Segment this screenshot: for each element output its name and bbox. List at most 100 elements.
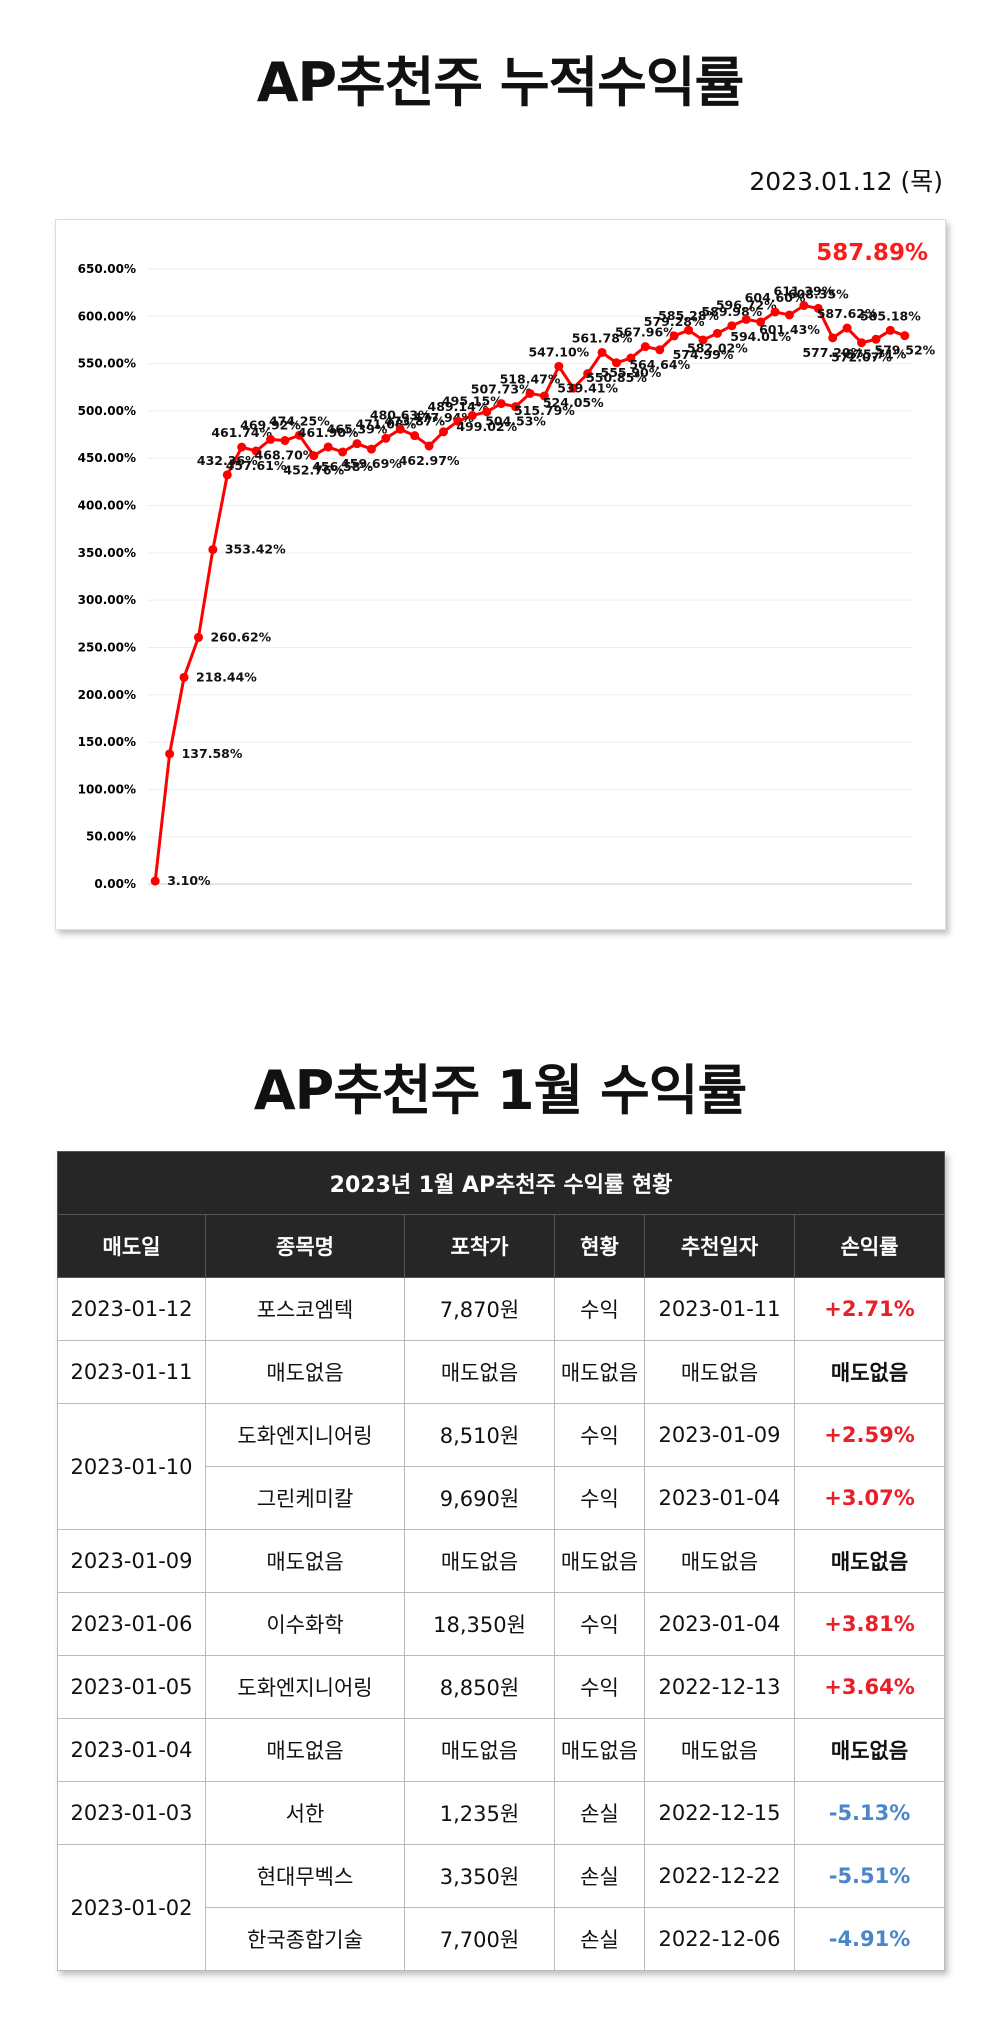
cell: 2022-12-22 [644, 1844, 795, 1908]
sell-date: 2023-01-03 [57, 1781, 206, 1845]
point [208, 545, 218, 555]
cell: 매도없음 [644, 1718, 795, 1782]
date: 2023.01.12 (목) [749, 167, 943, 196]
data-label: 489.14% [428, 399, 489, 414]
point [727, 321, 737, 331]
point [770, 307, 780, 317]
point [842, 323, 852, 333]
sell-date: 2023-01-09 [57, 1529, 206, 1593]
point [366, 444, 376, 454]
rate: +2.71% [793, 1277, 946, 1341]
data-label: 579.28% [644, 314, 705, 329]
rate: -5.13% [793, 1781, 946, 1845]
data-label: 432.36% [197, 453, 258, 468]
table-head: 2023년 1월 AP추천주 수익률 현황 매도일 종목명 포착가 현황 추천일자 손익률 [56, 1151, 946, 1278]
cell: 2023-01-04 [644, 1592, 795, 1656]
point [193, 632, 203, 642]
data-label: 480.63% [370, 407, 431, 422]
table-row: 그린케미칼 9,690원 수익 2023-01-04 +3.07% [58, 1466, 946, 1530]
point [583, 369, 593, 379]
point [857, 338, 867, 348]
point [684, 325, 694, 335]
data-label: 567.96% [615, 325, 676, 340]
rate: -4.91% [793, 1907, 946, 1971]
y-tick-label: 150.00% [78, 735, 136, 749]
cell: 도화엔지니어링 [205, 1655, 405, 1719]
point [554, 361, 564, 371]
point [323, 442, 333, 452]
cell: 수익 [554, 1655, 645, 1719]
y-tick-label: 600.00% [78, 309, 136, 323]
point [338, 447, 348, 457]
data-label: 499.02% [456, 419, 517, 434]
data-label: 218.44% [196, 669, 257, 684]
point [655, 345, 665, 355]
cell: 매도없음 [205, 1340, 405, 1404]
rate: 매도없음 [793, 1529, 946, 1593]
point [900, 331, 910, 341]
table-row: 2023-01-03 서한 1,235원 손실 2022-12-15 -5.13% [57, 1781, 946, 1845]
cell: 18,350원 [404, 1592, 555, 1656]
point [496, 399, 506, 409]
data-label: 550.85% [586, 370, 647, 385]
table-row: 2023-01-02 현대무벡스 3,350원 손실 2022-12-22 -5.51% [57, 1844, 946, 1971]
cell: 7,700원 [404, 1907, 555, 1971]
cell: 1,235원 [404, 1781, 555, 1845]
point [266, 434, 276, 444]
data-label: 518.47% [500, 371, 561, 386]
y-tick-label: 300.00% [78, 593, 136, 607]
point [885, 325, 895, 335]
sell-date: 2023-01-10 [57, 1403, 206, 1530]
cell: 손실 [554, 1907, 645, 1971]
cell: 매도없음 [644, 1529, 795, 1593]
page-title: AP추천주 누적수익률 [256, 51, 745, 114]
rate: +2.59% [793, 1403, 946, 1467]
cell: 매도없음 [554, 1529, 645, 1593]
section-title: AP추천주 1월 수익률 [253, 1059, 747, 1122]
cell: 수익 [554, 1403, 645, 1467]
header-cell: 추천일자 [644, 1214, 795, 1278]
cell: 현대무벡스 [205, 1844, 405, 1908]
data-label: 474.25% [269, 413, 330, 428]
point [467, 411, 477, 421]
data-label: 465.39% [327, 422, 388, 437]
table-row: 2023-01-05 도화엔지니어링 8,850원 수익 2022-12-13 +3.64… [57, 1655, 946, 1719]
data-label: 456.58% [312, 459, 373, 474]
sell-date: 2023-01-05 [57, 1655, 206, 1719]
sell-date: 2023-01-11 [57, 1340, 206, 1404]
point [568, 383, 578, 393]
table-row: 2023-01-11 매도없음 매도없음 매도없음 매도없음 매도없음 [57, 1340, 946, 1404]
cell: 손실 [554, 1781, 645, 1845]
point [309, 451, 319, 461]
cell: 수익 [554, 1592, 645, 1656]
cell: 9,690원 [404, 1466, 555, 1530]
chart: 0.00% 50.00% 100.00% 150.00% 200.00% 250.00% 3… [78, 240, 936, 891]
header-cell: 포착가 [404, 1214, 555, 1278]
data-label: 473.87% [384, 414, 445, 429]
rate: +3.81% [793, 1592, 946, 1656]
table-row: 2023-01-12 포스코엠텍 7,870원 수익 2023-01-11 +2.71% [57, 1277, 946, 1341]
cell: 8,510원 [404, 1403, 555, 1467]
point [828, 333, 838, 343]
cell: 매도없음 [404, 1340, 555, 1404]
point [813, 303, 823, 313]
data-label: 524.05% [543, 395, 604, 410]
data-label: 507.73% [471, 382, 532, 397]
table-row: 2023-01-06 이수화학 18,350원 수익 2023-01-04 +3.81% [57, 1592, 946, 1656]
table-row: 2023-01-04 매도없음 매도없음 매도없음 매도없음 매도없음 [57, 1718, 946, 1782]
y-tick-label: 650.00% [78, 262, 136, 276]
data-label: 575.71% [846, 346, 907, 361]
point [799, 301, 809, 311]
cell: 매도없음 [205, 1718, 405, 1782]
rate: 매도없음 [793, 1718, 946, 1782]
point [626, 353, 636, 363]
y-tick-label: 50.00% [86, 830, 136, 844]
table-row: 2023-01-10 도화엔지니어링 8,510원 수익 2023-01-09 +2.59… [57, 1403, 946, 1530]
data-label: 353.42% [225, 542, 286, 557]
point [640, 342, 650, 352]
data-label: 608.35% [788, 286, 849, 301]
data-label: 260.62% [210, 629, 271, 644]
data-label: 462.97% [399, 453, 460, 468]
table-row: 2023-01-09 매도없음 매도없음 매도없음 매도없음 매도없음 [57, 1529, 946, 1593]
point [352, 439, 362, 449]
